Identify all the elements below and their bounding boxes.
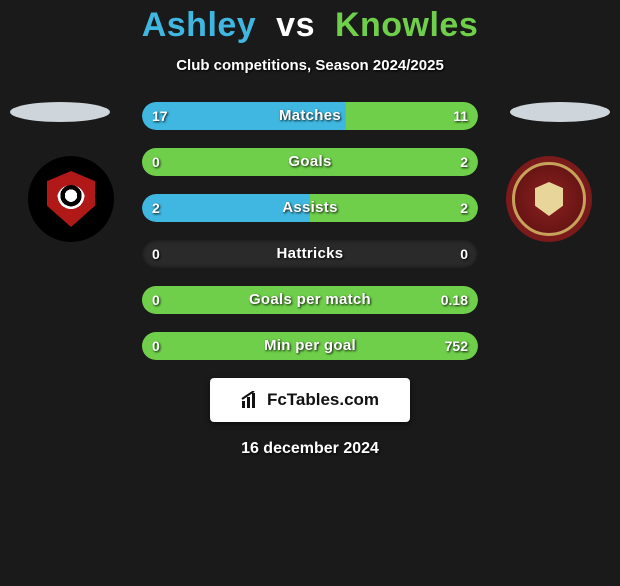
stat-bar: 0752Min per goal <box>142 332 478 360</box>
stat-label: Min per goal <box>142 332 478 360</box>
vs-text: vs <box>276 6 315 44</box>
site-name: FcTables.com <box>267 390 379 410</box>
comparison-title: Ashley vs Knowles <box>0 6 620 45</box>
team-badge-left <box>28 156 114 242</box>
stat-label: Matches <box>142 102 478 130</box>
stat-bar: 02Goals <box>142 148 478 176</box>
shadow-oval-left <box>10 102 110 122</box>
player2-name: Knowles <box>335 6 478 44</box>
subtitle: Club competitions, Season 2024/2025 <box>0 57 620 74</box>
stat-bar: 1711Matches <box>142 102 478 130</box>
stat-label: Assists <box>142 194 478 222</box>
stat-label: Hattricks <box>142 240 478 268</box>
stat-bar: 22Assists <box>142 194 478 222</box>
stat-bars: 1711Matches 02Goals 22Assists 00Hattricks 00… <box>142 102 478 360</box>
stat-label: Goals per match <box>142 286 478 314</box>
stat-label: Goals <box>142 148 478 176</box>
stat-bar: 00.18Goals per match <box>142 286 478 314</box>
team-badge-right <box>506 156 592 242</box>
comparison-content: 1711Matches 02Goals 22Assists 00Hattricks 00… <box>0 102 620 458</box>
player1-name: Ashley <box>142 6 257 44</box>
crest-icon <box>535 182 563 216</box>
chart-icon <box>241 391 261 409</box>
date-text: 16 december 2024 <box>0 440 620 458</box>
site-badge[interactable]: FcTables.com <box>210 378 410 422</box>
shield-icon <box>47 171 95 227</box>
stat-bar: 00Hattricks <box>142 240 478 268</box>
shadow-oval-right <box>510 102 610 122</box>
lion-icon <box>57 185 85 213</box>
badge-ring-icon <box>512 162 586 236</box>
